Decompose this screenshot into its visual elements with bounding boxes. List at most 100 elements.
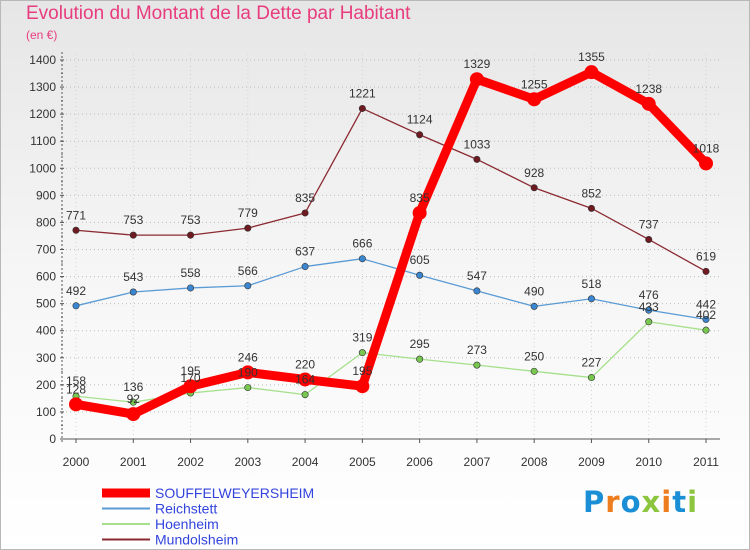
data-label: 273 (467, 343, 487, 357)
data-label: 737 (639, 217, 659, 231)
data-label: 170 (181, 371, 201, 385)
series-mundolsheim (72, 104, 710, 275)
data-label: 319 (352, 331, 372, 345)
data-label: 637 (295, 245, 315, 259)
data-point (702, 326, 710, 334)
legend-item: Mundolsheim (102, 532, 238, 548)
x-tick-label: 2002 (177, 455, 204, 469)
y-tick-label: 100 (36, 405, 56, 419)
data-point (355, 379, 370, 394)
x-tick-label: 2000 (63, 455, 90, 469)
data-label: 227 (581, 356, 601, 370)
data-point (126, 407, 141, 422)
data-label: 666 (352, 237, 372, 251)
data-point (72, 302, 80, 310)
data-point (587, 374, 595, 382)
data-label: 753 (123, 213, 143, 227)
data-label: 1238 (635, 82, 662, 96)
y-tick-label: 1000 (29, 161, 56, 175)
logo-letter: P (583, 485, 606, 519)
data-label: 547 (467, 269, 487, 283)
data-label: 190 (238, 366, 258, 380)
chart-title: Evolution du Montant de la Dette par Hab… (26, 3, 411, 24)
data-point (244, 224, 252, 232)
series-line (75, 321, 707, 403)
data-point (301, 263, 309, 271)
data-point (645, 235, 653, 243)
data-point (416, 355, 424, 363)
data-label: 1033 (464, 137, 491, 151)
data-point (584, 65, 599, 80)
data-label: 402 (696, 308, 716, 322)
data-label: 835 (410, 191, 430, 205)
data-label: 250 (524, 349, 544, 363)
y-tick-label: 1300 (29, 80, 56, 94)
y-tick-label: 1100 (30, 134, 56, 148)
data-label: 605 (410, 253, 430, 267)
data-point (530, 302, 538, 310)
data-label: 1329 (464, 57, 491, 71)
legend-label: Reichstett (155, 501, 217, 517)
grid-lines (62, 54, 720, 439)
data-label: 1355 (578, 50, 605, 64)
legend-item: Reichstett (102, 501, 217, 517)
data-point (473, 361, 481, 369)
data-label: 195 (352, 364, 372, 378)
legend: SOUFFELWEYERSHEIMReichstettHoenheimMundo… (102, 485, 314, 548)
legend-item: SOUFFELWEYERSHEIM (102, 485, 314, 501)
x-tick-label: 2010 (635, 455, 662, 469)
data-label: 195 (181, 364, 201, 378)
series-group (69, 65, 713, 422)
data-point (301, 209, 309, 217)
logo-letter: r (605, 485, 621, 519)
data-point (702, 267, 710, 275)
data-label: 246 (238, 350, 258, 364)
data-label: 753 (181, 213, 201, 227)
data-point (244, 384, 252, 392)
axes: 0 100 200 300 400 500 600 700 800 900 1000 1100 1200… (29, 52, 720, 469)
legend-item: Hoenheim (102, 516, 219, 532)
data-label: 490 (524, 284, 544, 298)
data-label: 566 (238, 264, 258, 278)
data-point (527, 92, 542, 107)
data-label: 852 (581, 186, 601, 200)
data-label: 442 (696, 297, 716, 311)
y-tick-label: 0 (49, 432, 56, 446)
x-tick-label: 2009 (578, 455, 605, 469)
logo-letter: t (672, 485, 688, 519)
y-tick-label: 200 (36, 378, 56, 392)
data-point (298, 372, 313, 387)
data-label: 164 (295, 373, 315, 387)
y-tick-label: 800 (36, 215, 56, 229)
y-tick-label: 300 (36, 351, 56, 365)
data-label: 779 (238, 206, 258, 220)
logo-letter: x (641, 485, 662, 519)
y-tick-label: 700 (36, 243, 56, 257)
data-labels: 771 753 753 779 835 1221 1124 1033 928 852 737 619 4… (66, 50, 720, 406)
data-label: 928 (524, 166, 544, 180)
data-point (358, 255, 366, 263)
data-point (645, 318, 653, 326)
data-point (416, 271, 424, 279)
data-point (187, 231, 195, 239)
data-label: 835 (295, 191, 315, 205)
y-tick-label: 600 (36, 270, 56, 284)
data-label: 1255 (521, 77, 548, 91)
y-tick-label: 500 (36, 297, 56, 311)
series-line (71, 67, 711, 419)
data-label: 558 (181, 266, 201, 280)
data-point (69, 397, 83, 412)
y-tick-label: 1400 (29, 53, 56, 67)
data-label: 295 (410, 337, 430, 351)
logo-letter: o (620, 485, 642, 519)
legend-label: Hoenheim (155, 516, 219, 532)
data-label: 619 (696, 249, 716, 263)
data-label: 92 (127, 392, 141, 406)
data-label: 1018 (693, 141, 720, 155)
logo-letter: i (687, 485, 699, 519)
data-point (416, 131, 424, 139)
chart-subtitle: (en €) (26, 28, 58, 42)
data-label: 1124 (407, 113, 433, 127)
x-tick-label: 2003 (234, 455, 261, 469)
data-label: 543 (123, 270, 143, 284)
